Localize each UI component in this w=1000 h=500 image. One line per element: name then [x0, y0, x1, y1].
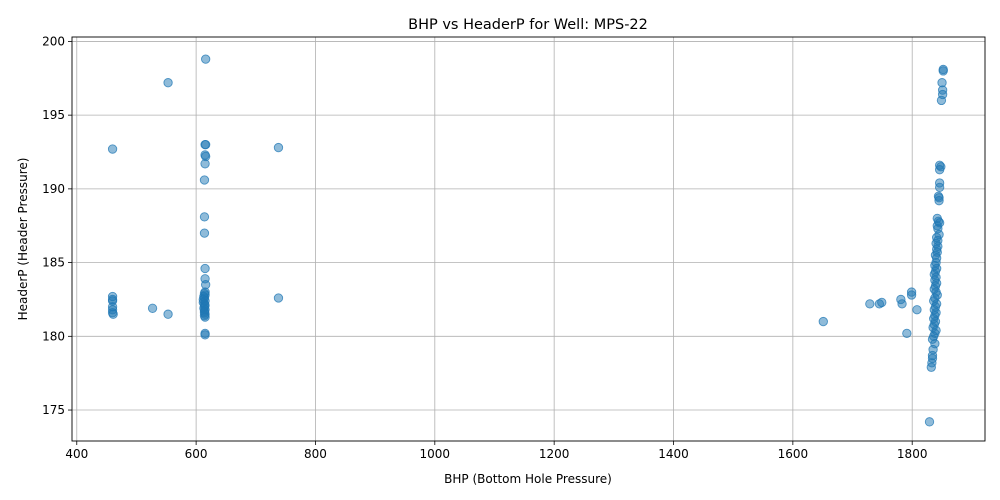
data-point: [108, 309, 118, 319]
y-axis-ticks: 175 180 185 190 195 200: [42, 34, 72, 417]
x-tick-label: 600: [185, 447, 208, 461]
data-point: [906, 290, 917, 300]
data-point: [163, 78, 173, 88]
data-point: [199, 175, 210, 185]
data-point: [936, 95, 947, 106]
data-point: [200, 263, 210, 274]
data-point: [926, 362, 936, 372]
data-point: [938, 66, 948, 76]
data-point: [201, 139, 211, 150]
data-point: [273, 142, 284, 153]
data-point: [199, 228, 210, 238]
data-point: [200, 312, 210, 322]
grid-lines: [72, 37, 985, 441]
x-tick-label: 1000: [420, 447, 451, 461]
y-tick-label: 185: [42, 256, 65, 270]
chart-title: BHP vs HeaderP for Well: MPS-22: [408, 17, 648, 33]
y-tick-label: 200: [42, 34, 65, 48]
data-point: [818, 316, 828, 327]
y-tick-label: 195: [42, 108, 65, 122]
data-point: [934, 165, 945, 175]
x-tick-label: 1200: [539, 447, 570, 461]
data-point: [924, 417, 935, 427]
data-point: [201, 54, 211, 64]
data-point: [199, 212, 210, 222]
data-point: [107, 144, 118, 154]
data-point: [147, 303, 158, 313]
data-point: [877, 297, 887, 308]
x-tick-label: 1800: [897, 447, 928, 461]
data-point: [934, 182, 945, 193]
data-point: [912, 305, 922, 315]
data-points: [107, 54, 948, 427]
y-tick-label: 190: [42, 182, 65, 196]
data-point: [934, 196, 944, 206]
x-tick-label: 800: [304, 447, 327, 461]
x-axis-ticks: 400 600 800 1000 1200 1400 1600 1800: [65, 441, 927, 461]
plot-frame: [71, 36, 986, 442]
y-axis-label: HeaderP (Header Pressure): [16, 158, 30, 321]
x-axis-label: BHP (Bottom Hole Pressure): [444, 472, 612, 486]
data-point: [897, 299, 907, 309]
x-tick-label: 1600: [778, 447, 809, 461]
x-tick-label: 1400: [658, 447, 689, 461]
y-tick-label: 175: [42, 403, 65, 417]
y-tick-label: 180: [42, 329, 65, 343]
data-point: [163, 309, 173, 319]
data-point: [273, 293, 284, 303]
data-point: [865, 299, 875, 309]
data-point: [200, 330, 210, 340]
x-tick-label: 400: [65, 447, 88, 461]
data-point: [200, 159, 210, 169]
data-point: [902, 328, 912, 339]
